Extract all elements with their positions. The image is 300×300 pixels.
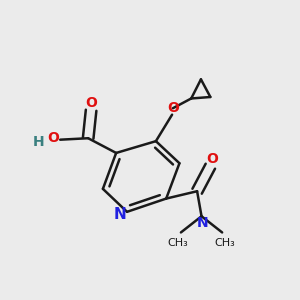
- Text: CH₃: CH₃: [215, 238, 236, 248]
- Text: O: O: [47, 131, 59, 145]
- Text: O: O: [167, 101, 179, 115]
- Text: O: O: [85, 96, 97, 110]
- Text: CH₃: CH₃: [168, 238, 188, 248]
- Text: H: H: [32, 135, 44, 149]
- Text: N: N: [113, 207, 126, 222]
- Text: O: O: [206, 152, 218, 166]
- Text: N: N: [197, 216, 209, 230]
